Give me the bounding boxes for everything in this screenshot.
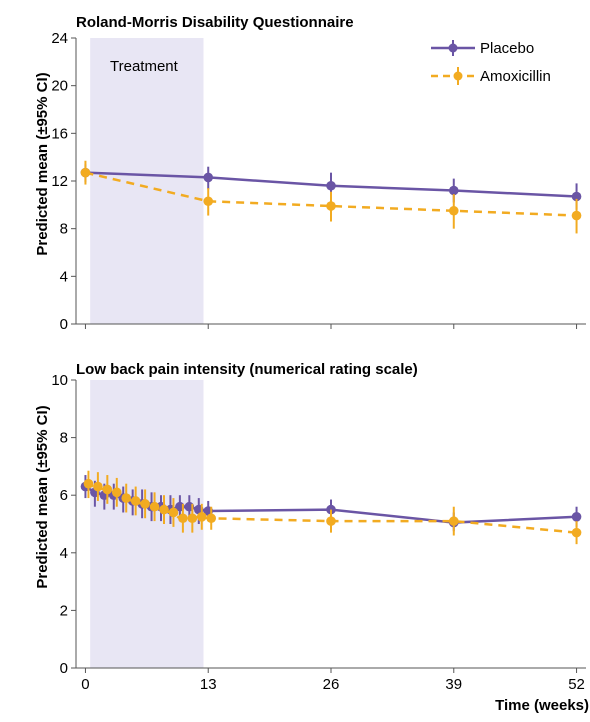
data-point-amoxicillin [121,493,132,503]
chart-title: Roland-Morris Disability Questionnaire [76,14,354,31]
data-point-amoxicillin [140,499,150,509]
series-line-amoxicillin [85,482,577,534]
data-point-amoxicillin [83,478,94,489]
data-point-amoxicillin [178,513,188,524]
y-axis-label: Predicted mean (±95% CI) [34,72,51,255]
data-point-placebo [448,185,459,196]
data-point-amoxicillin [206,513,217,524]
y-tick-label: 0 [60,660,68,677]
data-point-placebo [326,180,336,191]
y-tick-label: 4 [60,268,68,285]
y-tick-label: 8 [60,221,68,238]
y-axis-label: Predicted mean (±95% CI) [34,405,51,588]
data-point-amoxicillin [149,501,160,512]
y-tick-label: 16 [51,125,68,142]
panel-low-back-pain: Low back pain intensity (numerical ratin… [34,361,589,714]
x-tick-label: 26 [323,676,340,693]
treatment-label: Treatment [110,58,179,75]
data-point-amoxicillin [203,196,214,207]
treatment-shaded-region [90,38,204,324]
data-point-placebo [203,172,214,183]
y-tick-label: 12 [51,173,68,190]
y-tick-label: 2 [60,602,68,619]
data-point-amoxicillin [159,504,169,515]
data-point-amoxicillin [102,484,113,495]
legend: Placebo Amoxicillin [431,40,551,85]
legend-amoxicillin-label: Amoxicillin [480,68,551,85]
chart-title: Low back pain intensity (numerical ratin… [76,361,418,378]
data-point-amoxicillin [93,481,103,492]
legend-amoxicillin-marker [453,71,463,81]
x-tick-label: 13 [200,676,217,693]
y-tick-label: 20 [51,78,68,95]
data-point-amoxicillin [326,516,336,526]
data-point-amoxicillin [111,487,122,498]
data-point-amoxicillin [80,167,91,178]
data-point-amoxicillin [326,201,336,211]
data-point-placebo [571,512,582,522]
data-point-amoxicillin [196,512,207,522]
series-line-amoxicillin [85,171,577,217]
data-point-amoxicillin [168,507,179,518]
data-point-amoxicillin [448,205,459,216]
data-point-amoxicillin [130,496,141,506]
y-tick-label: 24 [51,30,68,47]
y-tick-label: 8 [60,430,68,447]
data-point-placebo [571,191,582,202]
data-point-amoxicillin [187,513,198,524]
data-point-amoxicillin [571,210,582,221]
treatment-shaded-region [90,380,204,668]
data-point-amoxicillin [571,527,582,538]
legend-placebo-label: Placebo [480,40,534,57]
y-tick-label: 6 [60,487,68,504]
x-tick-label: 0 [81,676,89,693]
legend-placebo-marker [448,43,458,53]
x-tick-label: 39 [445,676,462,693]
y-tick-label: 10 [51,372,68,389]
y-tick-label: 4 [60,545,68,562]
x-tick-label: 52 [568,676,585,693]
y-tick-label: 0 [60,316,68,333]
data-point-amoxicillin [448,516,459,526]
x-axis-label: Time (weeks) [495,697,589,714]
panel-roland-morris: Roland-Morris Disability Questionnaire T… [34,14,586,333]
